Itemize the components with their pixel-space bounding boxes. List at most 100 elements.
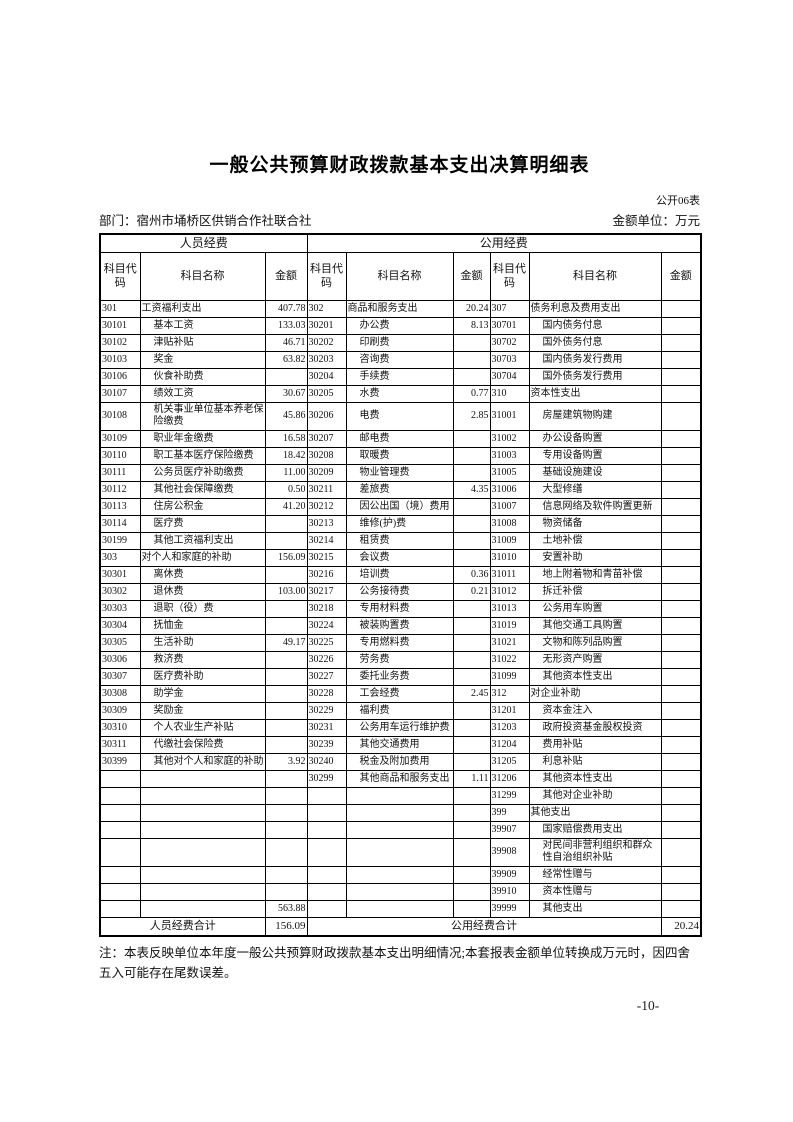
amount-cell <box>660 514 702 533</box>
table-row: 30109 职业年金缴费 16.58 30207 邮电费 31002 办公设备购置 <box>99 429 702 448</box>
column-header: 金额 <box>452 251 491 301</box>
table-row: 30101 基本工资 133.03 30201 办公费 8.13 30701 国内债务付息 <box>99 316 702 335</box>
subject-name-cell: 机关事业单位基本养老保险缴费 <box>139 401 266 431</box>
column-header: 科目代码 <box>489 251 530 301</box>
table-row: 30301 离休费 30216 培训费 0.36 31011 地上附着物和青苗补偿 <box>99 565 702 584</box>
subject-name-cell: 住房公积金 <box>139 497 266 516</box>
amount-cell <box>452 865 491 884</box>
subject-code-cell: 30231 <box>306 718 347 737</box>
subject-code-cell: 30213 <box>306 514 347 533</box>
subject-code-cell: 30112 <box>99 480 141 499</box>
subject-name-cell: 助学金 <box>139 684 266 703</box>
subject-code-cell: 31099 <box>489 667 530 686</box>
subject-name-cell <box>139 865 266 884</box>
amount-cell <box>660 350 702 369</box>
subject-code-cell: 31206 <box>489 769 530 788</box>
subject-code-cell: 30702 <box>489 333 530 352</box>
amount-cell: 1.11 <box>452 769 491 788</box>
subject-code-cell: 30703 <box>489 350 530 369</box>
amount-cell: 18.42 <box>264 446 308 465</box>
subject-code-cell <box>99 899 141 918</box>
subject-code-cell: 31021 <box>489 633 530 652</box>
table-row: 30304 抚恤金 30224 被装购置费 31019 其他交通工具购置 <box>99 616 702 635</box>
amount-cell <box>660 882 702 901</box>
subject-code-cell: 312 <box>489 684 530 703</box>
subject-name-cell: 伙食补助费 <box>139 367 266 386</box>
amount-cell: 563.88 <box>264 899 308 918</box>
subject-name-cell: 奖金 <box>139 350 266 369</box>
subject-name-cell: 医疗费 <box>139 514 266 533</box>
subject-name-cell: 退休费 <box>139 582 266 601</box>
amount-cell <box>264 367 308 386</box>
subject-code-cell: 31010 <box>489 548 530 567</box>
subject-code-cell <box>99 865 141 884</box>
amount-cell: 133.03 <box>264 316 308 335</box>
subject-code-cell: 30227 <box>306 667 347 686</box>
subject-code-cell <box>99 820 141 839</box>
subject-code-cell: 30704 <box>489 367 530 386</box>
subject-code-cell: 31205 <box>489 752 530 771</box>
subject-code-cell: 30305 <box>99 633 141 652</box>
subject-name-cell: 邮电费 <box>345 429 454 448</box>
page-number: -10- <box>636 998 660 1013</box>
amount-cell <box>264 865 308 884</box>
amount-cell <box>660 480 702 499</box>
subject-name-cell: 基本工资 <box>139 316 266 335</box>
subject-code-cell: 30208 <box>306 446 347 465</box>
amount-cell <box>660 401 702 431</box>
subject-code-cell: 303 <box>99 548 141 567</box>
amount-cell <box>264 684 308 703</box>
subject-name-cell: 公务用车运行维护费 <box>345 718 454 737</box>
subject-name-cell: 咨询费 <box>345 350 454 369</box>
subject-code-cell <box>99 769 141 788</box>
subject-code-cell <box>99 803 141 822</box>
subject-name-cell: 税金及附加费用 <box>345 752 454 771</box>
amount-cell <box>660 599 702 618</box>
table-row: 30308 助学金 30228 工会经费 2.45 312 对企业补助 <box>99 684 702 703</box>
subject-code-cell: 30228 <box>306 684 347 703</box>
amount-cell <box>452 514 491 533</box>
subject-code-cell: 31012 <box>489 582 530 601</box>
subject-code-cell <box>306 820 347 839</box>
table-row: 563.88 39999 其他支出 <box>99 899 702 918</box>
amount-cell <box>264 565 308 584</box>
subject-name-cell: 经常性赠与 <box>528 865 662 884</box>
subject-code-cell: 30310 <box>99 718 141 737</box>
department-label: 部门：宿州市埇桥区供销合作社联合社 <box>99 214 312 228</box>
column-header: 金额 <box>264 251 308 301</box>
public-total-label: 公用经费合计 <box>306 916 662 937</box>
personnel-total-label: 人员经费合计 <box>99 916 266 937</box>
column-header-row: 科目代码 科目名称 金额 科目代码 科目名称 金额 科目代码 科目名称 金额 <box>99 251 702 301</box>
subject-code-cell <box>306 786 347 805</box>
budget-table: 人员经费 公用经费 科目代码 科目名称 金额 科目代码 科目名称 金额 科目代码 科目名称 金额 30… <box>99 233 703 937</box>
table-row: 31299 其他对企业补助 <box>99 786 702 805</box>
subject-code-cell: 39999 <box>489 899 530 918</box>
subject-code-cell: 30216 <box>306 565 347 584</box>
subject-code-cell: 39909 <box>489 865 530 884</box>
subject-code-cell: 30306 <box>99 650 141 669</box>
subject-name-cell: 医疗费补助 <box>139 667 266 686</box>
subject-name-cell <box>345 899 454 918</box>
subject-name-cell <box>139 803 266 822</box>
amount-cell <box>452 803 491 822</box>
amount-cell <box>452 548 491 567</box>
subject-code-cell: 30304 <box>99 616 141 635</box>
amount-cell: 41.20 <box>264 497 308 516</box>
subject-name-cell: 公务用车购置 <box>528 599 662 618</box>
amount-cell <box>264 882 308 901</box>
amount-cell <box>452 463 491 482</box>
subject-name-cell: 无形资产购置 <box>528 650 662 669</box>
amount-cell: 0.77 <box>452 384 491 403</box>
subject-code-cell: 30218 <box>306 599 347 618</box>
amount-cell <box>264 514 308 533</box>
subject-name-cell: 物业管理费 <box>345 463 454 482</box>
amount-cell <box>660 633 702 652</box>
table-row: 30309 奖励金 30229 福利费 31201 资本金注入 <box>99 701 702 720</box>
subject-name-cell: 被装购置费 <box>345 616 454 635</box>
group-header: 公用经费 <box>306 233 702 253</box>
subject-code-cell: 39907 <box>489 820 530 839</box>
subject-code-cell: 30239 <box>306 735 347 754</box>
subject-name-cell: 专用燃料费 <box>345 633 454 652</box>
subject-code-cell: 30102 <box>99 333 141 352</box>
table-row: 30306 救济费 30226 劳务费 31022 无形资产购置 <box>99 650 702 669</box>
